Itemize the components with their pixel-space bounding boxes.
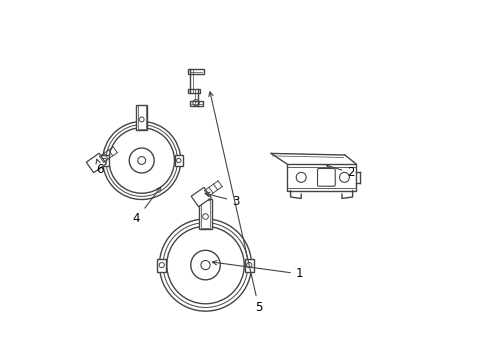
Bar <box>190 101 203 105</box>
Polygon shape <box>86 153 106 173</box>
Bar <box>138 105 145 129</box>
Circle shape <box>159 219 251 311</box>
Text: 4: 4 <box>133 187 161 225</box>
Text: 1: 1 <box>212 260 303 280</box>
Bar <box>136 105 147 130</box>
Text: 5: 5 <box>208 92 262 314</box>
Text: 2: 2 <box>325 165 354 179</box>
Bar <box>157 258 166 271</box>
Text: 3: 3 <box>205 192 239 208</box>
Bar <box>187 89 200 93</box>
Circle shape <box>201 260 210 270</box>
Text: 6: 6 <box>96 159 103 176</box>
Bar <box>244 258 253 271</box>
Bar <box>187 69 203 74</box>
Bar <box>175 155 183 166</box>
Bar <box>201 200 210 228</box>
FancyBboxPatch shape <box>317 168 335 186</box>
Bar <box>101 155 108 166</box>
Polygon shape <box>191 187 211 207</box>
Bar <box>286 164 355 191</box>
Bar <box>199 199 211 229</box>
Circle shape <box>102 122 181 199</box>
Circle shape <box>138 157 145 165</box>
